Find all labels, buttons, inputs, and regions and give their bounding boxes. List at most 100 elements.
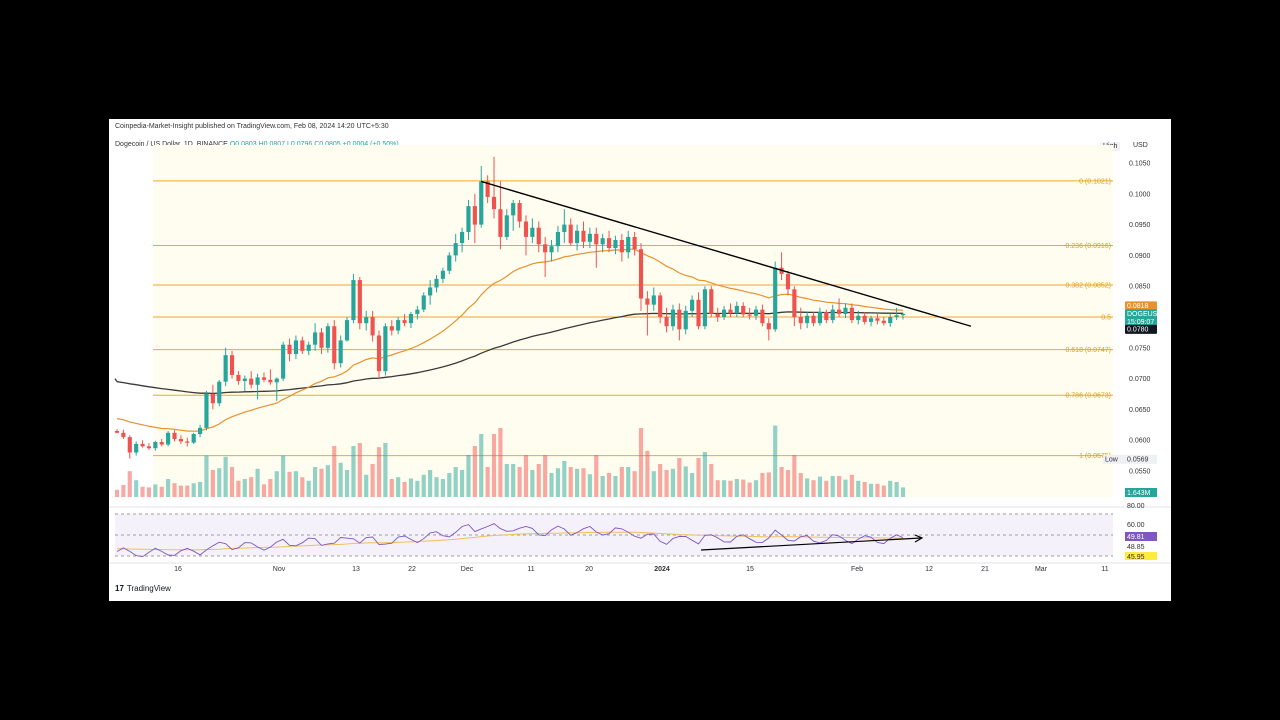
volume-tag: 1.643M xyxy=(1125,488,1157,497)
volume-bar xyxy=(351,446,356,497)
volume-bar xyxy=(357,443,362,497)
candle-body xyxy=(728,309,733,314)
rsi-tags: 49.81 45.95 xyxy=(1125,532,1157,561)
volume-bar xyxy=(632,471,637,497)
candle-body xyxy=(338,340,343,364)
volume-bar xyxy=(581,468,586,497)
rsi-tick-label: 48.85 xyxy=(1127,544,1145,551)
symbol-name[interactable]: Dogecoin / US Dollar, 1D, BINANCE xyxy=(115,141,228,148)
volume-bar xyxy=(587,474,592,497)
volume-tag-bg xyxy=(1125,488,1157,497)
volume-bar xyxy=(313,467,318,497)
time-tick-label: 16 xyxy=(174,566,182,573)
fib-label: 0.5 xyxy=(1101,315,1111,322)
volume-bar xyxy=(178,485,183,497)
descending-trendline xyxy=(481,180,972,327)
volume-bar xyxy=(670,468,676,497)
candle-body xyxy=(172,432,177,439)
volume-bar xyxy=(830,476,835,497)
candle-body xyxy=(134,443,139,453)
volume-bar xyxy=(773,425,778,497)
candle-body xyxy=(223,355,228,382)
volume-bar xyxy=(568,467,573,497)
price-tick-label: 0.0850 xyxy=(1129,284,1151,291)
candle-body xyxy=(472,206,477,225)
candle-body xyxy=(670,309,676,327)
volume-bar xyxy=(651,471,656,497)
candle-body xyxy=(236,374,241,382)
candle-body xyxy=(792,289,797,317)
volume-bar xyxy=(645,450,650,497)
candle-body xyxy=(293,340,299,354)
volume-bar xyxy=(900,487,906,497)
candle-body xyxy=(805,315,810,324)
volume-bar xyxy=(319,468,324,497)
volume-bar xyxy=(172,483,177,497)
price-tag: 0.0818 xyxy=(1125,301,1157,311)
volume-bar xyxy=(344,470,350,497)
published-line: Coinpedia-Market-Insight published on Tr… xyxy=(115,123,389,130)
volume-bar xyxy=(594,455,599,497)
candle-body xyxy=(555,231,561,247)
candle-body xyxy=(268,379,273,383)
candle-body xyxy=(530,227,535,237)
time-tick-label: Nov xyxy=(273,566,286,573)
volume-bar xyxy=(734,479,739,497)
low-tag-bg xyxy=(1103,454,1157,464)
volume-bar xyxy=(543,455,548,497)
volume-bar xyxy=(261,484,267,497)
time-tick-label: 2024 xyxy=(654,566,670,573)
price-chart-svg[interactable]: 0 (0.1021) 0.236 (0.0916) 0.382 (0.0852) 0.… xyxy=(109,119,1171,601)
candle-body xyxy=(715,313,720,317)
volume-bar xyxy=(491,434,497,497)
candle-body xyxy=(632,236,637,250)
candle-body xyxy=(677,309,682,330)
candle-body xyxy=(626,236,631,253)
candle-body xyxy=(191,434,196,443)
volume-bar xyxy=(376,447,382,497)
fib-label: 0.786 (0.0673) xyxy=(1065,393,1111,400)
volume-bar xyxy=(881,485,886,497)
candle-body xyxy=(325,326,330,348)
candle-body xyxy=(837,309,842,314)
candle-body xyxy=(376,335,382,372)
price-tick-label: 0.0650 xyxy=(1129,407,1151,414)
volume-bar xyxy=(856,480,861,497)
volume-bar xyxy=(242,479,247,497)
volume-bar xyxy=(600,476,605,497)
volume-bar xyxy=(562,461,567,497)
volume-bar xyxy=(255,468,260,497)
volume-bar xyxy=(428,470,433,497)
volume-bar xyxy=(875,483,880,497)
candle-body xyxy=(894,315,899,317)
volume-bar xyxy=(447,473,452,497)
volume-bar xyxy=(485,467,490,497)
price-tick-label: 0.0950 xyxy=(1129,222,1151,229)
volume-bar xyxy=(268,479,273,497)
price-tag-bg xyxy=(1125,301,1157,311)
currency-label[interactable]: USD xyxy=(1133,142,1148,149)
rsi-line xyxy=(116,523,904,558)
volume-bar xyxy=(114,489,120,497)
candle-body xyxy=(300,340,305,351)
volume-bar xyxy=(747,482,752,497)
time-tick-label: Dec xyxy=(461,566,474,573)
volume-bar xyxy=(402,482,407,497)
tradingview-footer: 17 TradingView xyxy=(115,584,171,593)
volume-bar xyxy=(249,477,254,497)
volume-bar xyxy=(664,470,669,497)
ma50-line xyxy=(116,248,904,432)
volume-bar xyxy=(434,477,439,497)
volume-bar xyxy=(459,470,465,497)
ohlc-values: O0.0803 H0.0807 L0.0796 C0.0805 +0.0004 … xyxy=(229,141,399,148)
candle-body xyxy=(600,238,605,245)
volume-bar xyxy=(741,479,746,497)
candle-body xyxy=(344,320,350,341)
volume-bar xyxy=(805,478,810,497)
rsi-divergence-line xyxy=(700,537,922,551)
candle-body xyxy=(517,203,522,222)
candle-body xyxy=(479,181,484,225)
volume-bar xyxy=(504,464,509,497)
price-tag-bg xyxy=(1125,324,1157,334)
candle-body xyxy=(370,317,375,336)
